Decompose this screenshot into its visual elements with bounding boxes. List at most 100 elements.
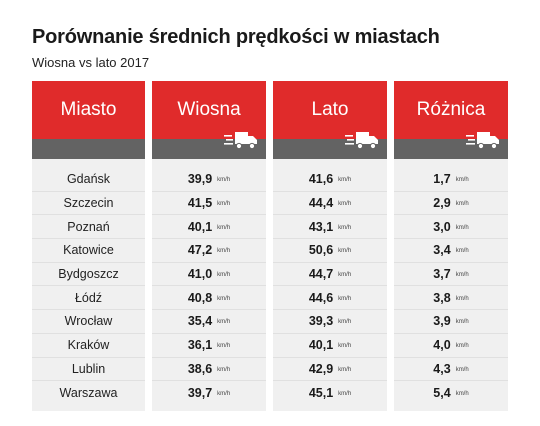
- city-name: Lublin: [71, 361, 106, 376]
- table-row: 44,7 km/h: [273, 263, 387, 287]
- unit-label: km/h: [455, 295, 469, 302]
- table-row: Poznań: [32, 215, 145, 240]
- unit-label: km/h: [217, 201, 231, 208]
- summer-value: 44,6: [308, 290, 334, 305]
- unit-label: km/h: [217, 343, 231, 350]
- diff-value: 3,7: [433, 267, 451, 282]
- unit-label: km/h: [338, 295, 352, 302]
- unit-label: km/h: [455, 391, 469, 398]
- table-row: 47,2 km/h: [152, 239, 266, 263]
- unit-label: km/h: [455, 343, 469, 350]
- table-row: Warszawa: [32, 381, 145, 405]
- summer-value: 50,6: [308, 243, 334, 258]
- diff-value: 2,9: [433, 196, 451, 211]
- spring-value: 47,2: [187, 243, 213, 258]
- unit-label: km/h: [455, 272, 469, 279]
- summer-rows: 41,6 km/h 44,4 km/h 43,1 km/h 50,6 km/h 44,7 km/h…: [273, 159, 387, 405]
- city-name: Łódź: [74, 290, 103, 305]
- unit-label: km/h: [338, 319, 352, 326]
- table-row: 40,1 km/h: [152, 215, 266, 240]
- unit-label: km/h: [217, 319, 231, 326]
- table-row: 50,6 km/h: [273, 239, 387, 263]
- unit-label: km/h: [217, 177, 231, 184]
- unit-label: km/h: [455, 248, 469, 255]
- table-row: 3,4 km/h: [394, 239, 508, 263]
- spring-value: 39,7: [187, 386, 213, 401]
- header-diff: Różnica: [394, 81, 508, 139]
- table-row: 38,6 km/h: [152, 358, 266, 382]
- table-row: 3,8 km/h: [394, 286, 508, 311]
- table-row: 4,3 km/h: [394, 358, 508, 382]
- unit-label: km/h: [338, 177, 352, 184]
- table-row: 41,0 km/h: [152, 263, 266, 287]
- table-row: 41,5 km/h: [152, 192, 266, 216]
- unit-label: km/h: [338, 366, 352, 373]
- city-name: Warszawa: [59, 386, 118, 401]
- spring-value: 40,1: [187, 219, 213, 234]
- table-row: 4,0 km/h: [394, 334, 508, 358]
- table-row: Łódź: [32, 286, 145, 311]
- table-row: 39,3 km/h: [273, 310, 387, 334]
- diff-value: 3,8: [433, 290, 451, 305]
- city-name: Kraków: [67, 338, 110, 353]
- table-row: 44,6 km/h: [273, 286, 387, 311]
- column-summer: Lato 41,6 km/h 44,4 km/h 43,1 km/h 50,6 km/h 44,…: [273, 81, 387, 411]
- header-band: [394, 132, 508, 159]
- table-row: 41,6 km/h: [273, 168, 387, 192]
- spring-rows: 39,9 km/h 41,5 km/h 40,1 km/h 47,2 km/h 41,0 km/h…: [152, 159, 266, 405]
- table-row: Gdańsk: [32, 168, 145, 192]
- table-row: 43,1 km/h: [273, 215, 387, 240]
- column-spring: Wiosna 39,9 km/h 41,5 km/h 40,1 km/h 47,2 km/h 4…: [152, 81, 266, 411]
- table-row: 40,8 km/h: [152, 286, 266, 311]
- table-row: Katowice: [32, 239, 145, 263]
- summer-value: 41,6: [308, 172, 334, 187]
- table-row: 39,9 km/h: [152, 168, 266, 192]
- spring-value: 39,9: [187, 172, 213, 187]
- diff-value: 1,7: [433, 172, 451, 187]
- summer-value: 39,3: [308, 314, 334, 329]
- unit-label: km/h: [455, 319, 469, 326]
- spring-value: 35,4: [187, 314, 213, 329]
- table-row: 2,9 km/h: [394, 192, 508, 216]
- table-row: 39,7 km/h: [152, 381, 266, 405]
- unit-label: km/h: [338, 201, 352, 208]
- table-row: 3,9 km/h: [394, 310, 508, 334]
- table-row: 45,1 km/h: [273, 381, 387, 405]
- diff-value: 3,4: [433, 243, 451, 258]
- table-row: 40,1 km/h: [273, 334, 387, 358]
- column-city: Miasto Gdańsk Szczecin Poznań Katowice Bydgo…: [32, 81, 145, 411]
- diff-value: 3,0: [433, 219, 451, 234]
- table-row: 3,0 km/h: [394, 215, 508, 240]
- table-row: 3,7 km/h: [394, 263, 508, 287]
- spring-value: 40,8: [187, 290, 213, 305]
- summer-value: 44,4: [308, 196, 334, 211]
- city-name: Wrocław: [64, 314, 113, 329]
- unit-label: km/h: [455, 366, 469, 373]
- diff-rows: 1,7 km/h 2,9 km/h 3,0 km/h 3,4 km/h 3,7 km/h 3,8 km…: [394, 159, 508, 405]
- unit-label: km/h: [338, 343, 352, 350]
- summer-value: 40,1: [308, 338, 334, 353]
- table-row: Szczecin: [32, 192, 145, 216]
- delivery-truck-icon: [466, 132, 499, 150]
- summer-value: 43,1: [308, 219, 334, 234]
- unit-label: km/h: [217, 272, 231, 279]
- table-row: 5,4 km/h: [394, 381, 508, 405]
- header-band: [32, 139, 145, 159]
- header-summer: Lato: [273, 81, 387, 139]
- table-row: 35,4 km/h: [152, 310, 266, 334]
- header-spring: Wiosna: [152, 81, 266, 139]
- summer-value: 45,1: [308, 386, 334, 401]
- table-row: Lublin: [32, 358, 145, 382]
- delivery-truck-icon: [345, 132, 378, 150]
- table-row: 1,7 km/h: [394, 168, 508, 192]
- table-row: Bydgoszcz: [32, 263, 145, 287]
- column-diff: Różnica 1,7 km/h 2,9 km/h 3,0 km/h 3,4 km/h 3,7 k…: [394, 81, 508, 411]
- summer-value: 44,7: [308, 267, 334, 282]
- unit-label: km/h: [338, 224, 352, 231]
- diff-value: 4,0: [433, 338, 451, 353]
- table-row: Kraków: [32, 334, 145, 358]
- table-row: Wrocław: [32, 310, 145, 334]
- city-name: Katowice: [63, 243, 114, 258]
- unit-label: km/h: [338, 248, 352, 255]
- unit-label: km/h: [455, 177, 469, 184]
